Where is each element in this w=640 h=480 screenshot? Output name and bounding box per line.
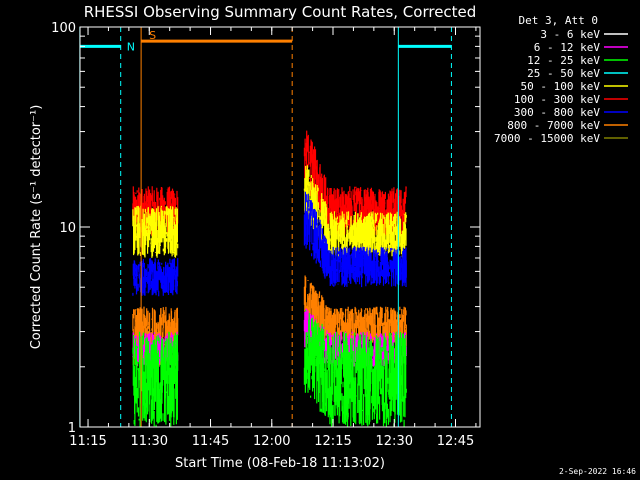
axes-layer: 11:15 11:30 11:45 12:00 12:15 12:30 12:45 1 10 10… [51,21,480,449]
trace-band-2-seg-1 [303,191,407,288]
trace-band-5-seg-1 [303,310,407,427]
region-label-0: N [127,40,135,53]
trace-band-5-seg-0 [132,331,179,427]
legend-label-7: 800 - 7000 keV [507,119,600,132]
trace-band-1-seg-1 [303,165,407,258]
chart-title: RHESSI Observing Summary Count Rates, Co… [84,3,477,21]
x-tick-label-5: 12:30 [376,434,413,449]
legend-label-6: 300 - 800 keV [514,106,600,119]
y-tick-label-1: 10 [59,221,76,236]
x-axis-label: Start Time (08-Feb-18 11:13:02) [175,456,385,471]
legend-label-2: 12 - 25 keV [527,54,600,67]
legend-label-0: 3 - 6 keV [540,28,600,41]
y-tick-label-2: 100 [51,21,76,36]
data-layer [132,130,407,427]
x-tick-label-4: 12:15 [314,434,351,449]
x-tick-label-2: 11:45 [192,434,229,449]
region-label-1: S [149,29,156,42]
trace-band-2-seg-0 [132,258,179,297]
y-tick-label-0: 1 [68,421,76,436]
legend-label-5: 100 - 300 keV [514,93,600,106]
x-tick-label-6: 12:45 [437,434,474,449]
trace-band-1-seg-0 [132,205,179,258]
x-tick-label-3: 12:00 [253,434,290,449]
footer-date: 2-Sep-2022 16:46 [559,467,636,476]
legend-label-3: 25 - 50 keV [527,67,600,80]
x-tick-label-1: 11:30 [131,434,168,449]
x-tick-label-0: 11:15 [69,434,106,449]
legend-label-4: 50 - 100 keV [521,80,601,93]
y-axis-label: Corrected Count Rate (s⁻¹ detector⁻¹) [29,105,44,350]
legend-label-1: 6 - 12 keV [534,41,601,54]
legend-label-8: 7000 - 15000 keV [494,132,600,145]
legend-header: Det 3, Att 0 [519,14,598,27]
